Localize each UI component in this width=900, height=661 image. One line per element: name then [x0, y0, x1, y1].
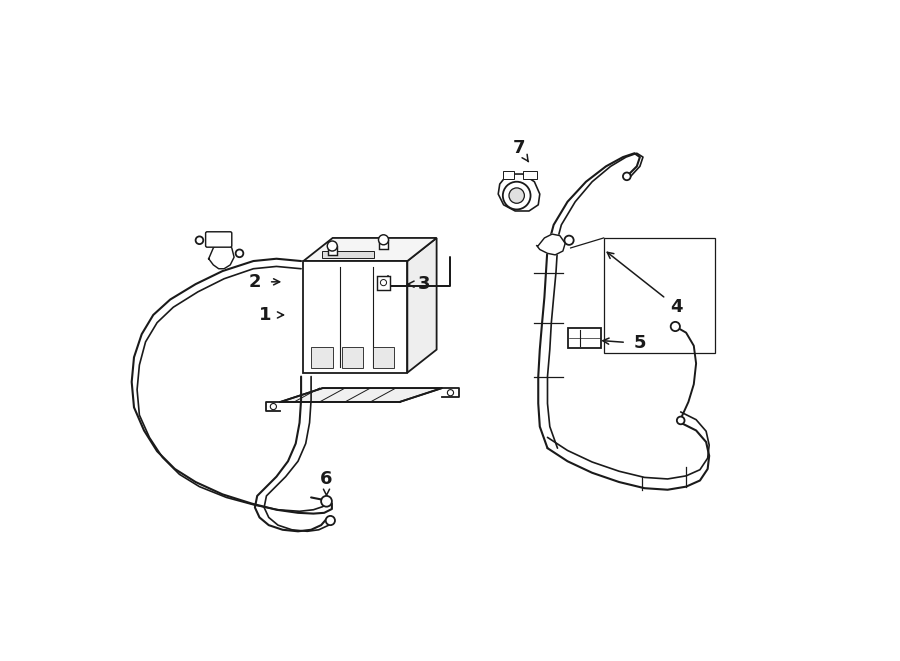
Circle shape	[236, 249, 243, 257]
Circle shape	[195, 237, 203, 244]
Circle shape	[321, 496, 332, 507]
Polygon shape	[209, 242, 234, 269]
Circle shape	[503, 182, 531, 210]
Circle shape	[509, 188, 525, 204]
Bar	[523, 171, 536, 178]
Polygon shape	[303, 238, 436, 261]
Text: 6: 6	[320, 470, 333, 488]
Polygon shape	[303, 261, 408, 373]
Circle shape	[270, 403, 276, 410]
Polygon shape	[499, 174, 540, 211]
Circle shape	[379, 235, 389, 245]
Bar	[321, 251, 374, 258]
Circle shape	[328, 241, 338, 251]
Text: 7: 7	[513, 139, 526, 157]
Circle shape	[670, 322, 680, 331]
Bar	[503, 171, 515, 178]
FancyBboxPatch shape	[205, 232, 232, 247]
Bar	[311, 346, 333, 368]
FancyBboxPatch shape	[568, 328, 601, 348]
Circle shape	[447, 389, 454, 396]
Text: 2: 2	[248, 273, 261, 291]
Bar	[376, 276, 391, 290]
Circle shape	[677, 416, 685, 424]
Circle shape	[381, 280, 387, 286]
Text: 1: 1	[258, 306, 271, 324]
Bar	[604, 238, 716, 354]
Circle shape	[326, 516, 335, 525]
Bar	[342, 346, 364, 368]
Bar	[373, 346, 394, 368]
Circle shape	[564, 235, 573, 245]
Polygon shape	[536, 234, 565, 255]
Bar	[328, 246, 337, 255]
Text: 5: 5	[634, 334, 646, 352]
Text: 3: 3	[418, 275, 430, 293]
Bar	[379, 240, 388, 249]
Circle shape	[623, 173, 631, 180]
Text: 4: 4	[670, 298, 683, 316]
Polygon shape	[408, 238, 436, 373]
Polygon shape	[280, 388, 442, 402]
